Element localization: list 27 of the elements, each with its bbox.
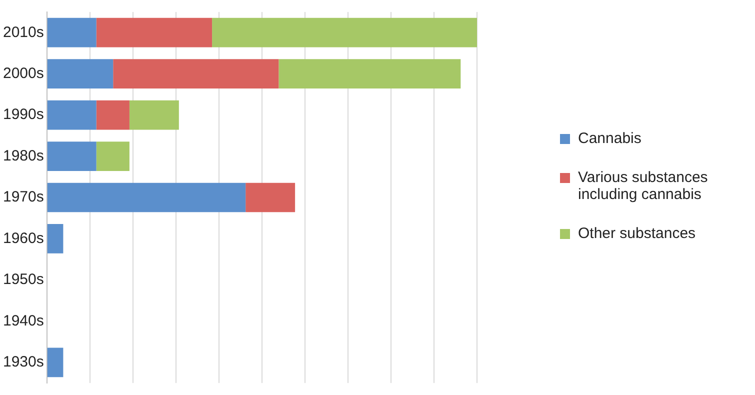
bar <box>47 224 64 254</box>
bar <box>212 18 477 48</box>
y-tick-label: 1950s <box>2 271 44 288</box>
bar <box>96 100 130 130</box>
bar <box>47 142 96 171</box>
y-tick-label: 2000s <box>2 64 44 82</box>
bar <box>47 348 64 378</box>
y-tick-label: 2010s <box>2 24 44 41</box>
bar <box>96 18 212 48</box>
legend-label: Cannabis <box>578 130 642 147</box>
y-tick-label: 1970s <box>2 188 44 206</box>
legend-label: Various substances including cannabis <box>578 169 709 203</box>
y-tick-label: 1960s <box>2 230 44 247</box>
bar <box>47 18 96 48</box>
legend-label: Other substances <box>578 225 696 242</box>
y-tick-label: 1990s <box>2 106 44 124</box>
bar <box>246 182 296 212</box>
y-tick-label: 1980s <box>2 147 44 164</box>
y-tick-label: 1930s <box>2 354 44 371</box>
bar <box>47 100 96 130</box>
bar <box>96 142 130 171</box>
bar <box>278 59 461 89</box>
bar <box>113 59 279 89</box>
y-tick-label: 1940s <box>2 312 44 330</box>
bar <box>129 100 179 130</box>
bar <box>47 182 246 212</box>
bar <box>47 59 114 89</box>
